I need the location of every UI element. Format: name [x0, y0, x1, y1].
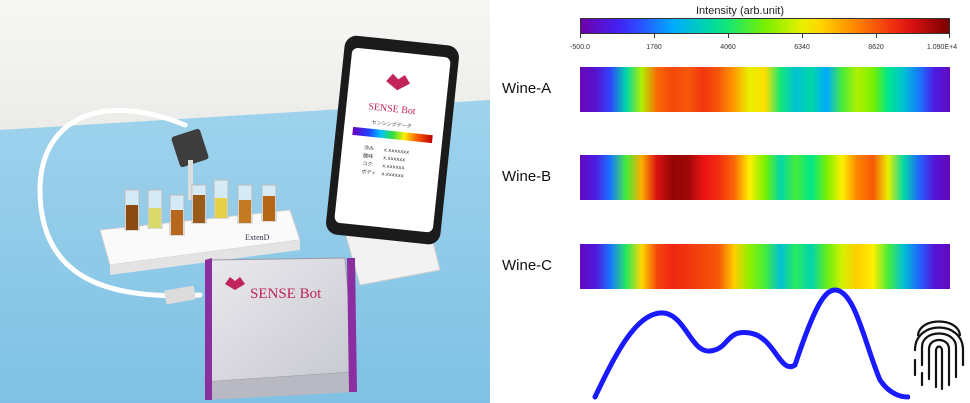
phone-subtitle: センシングデータ — [371, 119, 412, 130]
sample-label-wine-c: Wine-C — [502, 257, 553, 274]
spectrum-strip-wine-b — [580, 155, 950, 200]
colorbar-tickmark — [654, 34, 655, 38]
spectral-figure: Intensity (arb.unit) -500.0 1780 4060 63… — [490, 0, 970, 403]
colorbar-tickmark — [876, 34, 877, 38]
phone-reading-value: x.xxxxxx — [381, 171, 404, 179]
sample-vials — [124, 179, 277, 236]
phone-reading-label: ボディ — [361, 168, 376, 176]
smartphone: SENSE Bot センシングデータ 渋み x.xxxxxxx 酸味 x.xxx… — [326, 35, 459, 245]
spectrum-strip-wine-a — [580, 67, 950, 112]
device-brand: SENSE Bot — [250, 286, 322, 302]
colorbar-tick-label: 1.090E+4 — [926, 44, 958, 51]
phone-brand: SENSE Bot — [368, 101, 417, 117]
phone-reading-label: 渋み — [364, 144, 375, 152]
colorbar-tick-label: 4060 — [720, 44, 736, 51]
phone-reading-value: x.xxxxxx — [382, 163, 405, 171]
phone-reading-value: x.xxxxxxx — [384, 147, 410, 156]
rack-brand-text: ExtenD — [245, 233, 270, 242]
colorbar-title: Intensity (arb.unit) — [695, 5, 785, 17]
photo-illustration: ExtenD SENSE Bot セ — [0, 0, 490, 403]
sensesbot-logo-icon — [386, 73, 410, 91]
sample-label-wine-b: Wine-B — [502, 168, 552, 185]
phone-reading-value: x.xxxxxx — [383, 155, 406, 163]
colorbar — [580, 18, 950, 34]
colorbar-tickmark — [949, 34, 950, 38]
colorbar-tickmark — [580, 34, 581, 38]
fingerprint-icon — [913, 320, 965, 391]
product-photo: ExtenD SENSE Bot セ — [0, 0, 490, 403]
sample-label-wine-a: Wine-A — [502, 80, 552, 97]
colorbar-tick-label: -500.0 — [570, 44, 590, 51]
sensesbot-device: SENSE Bot — [204, 257, 357, 400]
colorbar-tickmark — [728, 34, 729, 38]
colorbar-tick-label: 6340 — [794, 44, 810, 51]
spectrum-strip-wine-c — [580, 244, 950, 289]
phone-reading-label: 酸味 — [363, 152, 374, 160]
phone-reading-label: コク — [362, 161, 373, 168]
colorbar-tickmark — [802, 34, 803, 38]
colorbar-tick-label: 8620 — [868, 44, 884, 51]
colorbar-tick-label: 1780 — [646, 44, 662, 51]
signal-waveform — [592, 287, 910, 400]
